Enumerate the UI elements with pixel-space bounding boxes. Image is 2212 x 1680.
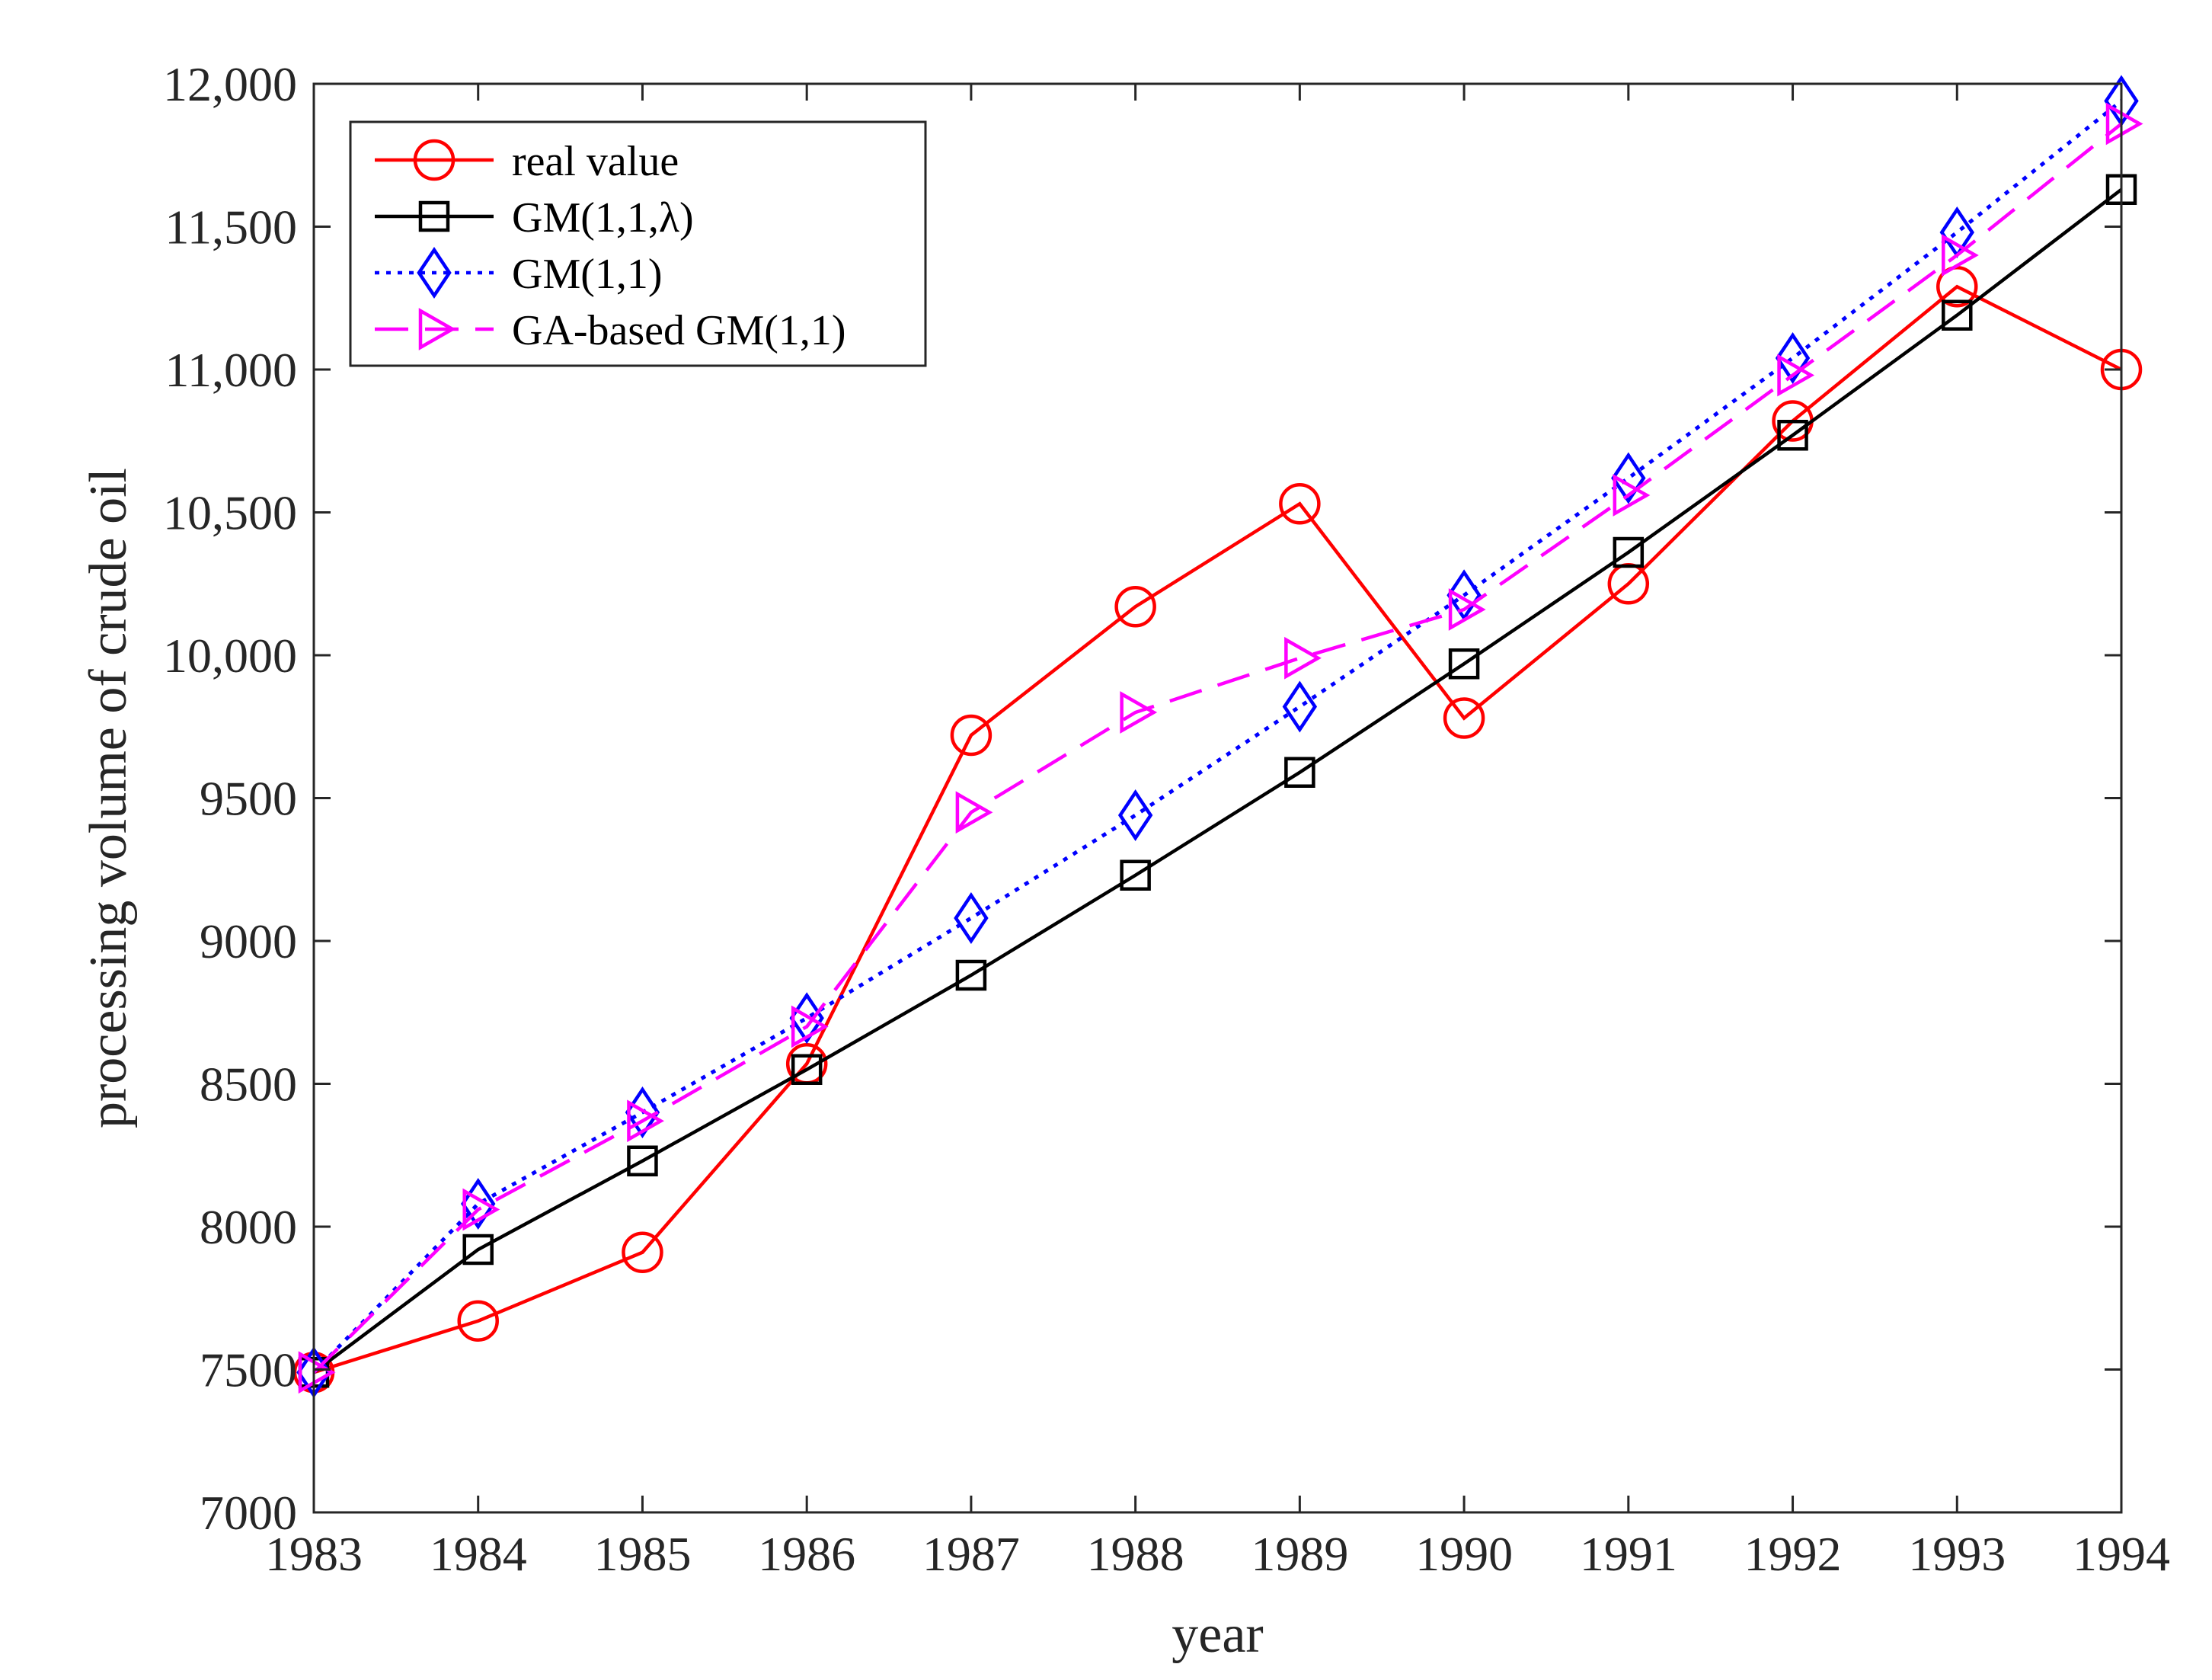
x-tick-label: 1988 [1087, 1527, 1184, 1581]
series-3-point-1994 [2105, 102, 2143, 146]
y-tick-label: 7000 [200, 1486, 297, 1540]
x-tick-label: 1985 [593, 1527, 691, 1581]
y-tick-label: 11,500 [165, 200, 297, 254]
series-2-point-1991 [1611, 452, 1646, 504]
series-3-point-1983 [298, 1351, 336, 1394]
series-2 [296, 75, 2139, 1399]
x-tick-label: 1983 [265, 1527, 363, 1581]
series-1-point-1992 [1777, 420, 1808, 451]
series-3-point-1986 [791, 1005, 829, 1048]
series-2-point-1992 [1775, 331, 1811, 385]
series-2-point-1989 [1282, 680, 1318, 733]
series-0-point-1990 [1443, 697, 1485, 739]
y-axis-title: processing volume of crude oil [79, 468, 138, 1128]
y-tick-label: 11,000 [165, 343, 297, 397]
series-line-0 [313, 284, 2123, 1374]
series-3-point-1990 [1448, 588, 1486, 631]
series-3-point-1984 [462, 1188, 500, 1231]
series-1 [298, 174, 2137, 1388]
legend-label-0: real value [512, 138, 679, 185]
x-tick-label: 1984 [430, 1527, 527, 1581]
series-layer [292, 75, 2143, 1399]
x-tick-label: 1993 [1908, 1527, 2006, 1581]
series-1-point-1987 [955, 959, 987, 991]
y-tick-label: 10,500 [163, 486, 297, 540]
series-0-point-1987 [950, 714, 993, 757]
series-0-point-1989 [1279, 483, 1321, 525]
y-tick-label: 9000 [200, 914, 297, 968]
series-3-point-1991 [1613, 474, 1651, 517]
legend-marker-0 [413, 139, 456, 181]
ticks-layer [312, 82, 2123, 1514]
legend-marker-1 [418, 200, 450, 232]
labels-layer: 1983 1984 1985 1986 1987 1988 1989 1990 1991 1992… [163, 57, 2170, 1581]
series-1-point-1993 [1942, 299, 1973, 331]
legend-label-3: GA-based GM(1,1) [512, 307, 846, 354]
y-tick-label: 10,000 [163, 629, 297, 683]
series-2-point-1988 [1117, 789, 1153, 842]
series-line-3 [312, 122, 2123, 1374]
series-3-point-1988 [1120, 691, 1158, 734]
x-axis-title: year [1172, 1605, 1263, 1664]
series-1-point-1985 [627, 1145, 658, 1176]
y-tick-label: 9500 [200, 772, 297, 826]
series-3-point-1993 [1942, 234, 1979, 277]
legend-label-1: GM(1,1,λ) [512, 194, 694, 242]
x-tick-label: 1992 [1744, 1527, 1842, 1581]
x-tick-label: 1989 [1251, 1527, 1348, 1581]
series-3-point-1992 [1777, 354, 1815, 397]
legend-marker-3 [418, 308, 456, 350]
legend-marker-2 [417, 246, 452, 299]
series-3-point-1989 [1284, 636, 1322, 680]
x-tick-label: 1990 [1415, 1527, 1513, 1581]
y-tick-label: 8500 [200, 1058, 297, 1112]
series-1-point-1990 [1448, 648, 1480, 680]
y-tick-label: 8000 [200, 1200, 297, 1254]
series-1-point-1989 [1284, 757, 1315, 788]
series-0-point-1984 [457, 1300, 499, 1342]
series-1-point-1991 [1613, 536, 1645, 568]
series-2-point-1987 [954, 891, 989, 945]
x-tick-label: 1994 [2073, 1527, 2170, 1581]
series-1-point-1986 [791, 1054, 823, 1085]
series-3-point-1987 [955, 791, 993, 834]
series-0-point-1985 [622, 1231, 663, 1273]
series-3-point-1985 [627, 1099, 664, 1143]
series-0-point-1988 [1114, 586, 1156, 628]
series-1-point-1988 [1120, 859, 1151, 891]
series-2-point-1984 [461, 1177, 496, 1230]
x-tick-label: 1987 [922, 1527, 1020, 1581]
series-3 [298, 102, 2143, 1394]
legend-label-2: GM(1,1) [512, 251, 663, 298]
series-1-point-1984 [462, 1234, 494, 1266]
x-tick-label: 1991 [1580, 1527, 1677, 1581]
y-tick-label: 12,000 [163, 57, 297, 111]
y-tick-label: 7500 [200, 1343, 297, 1397]
legend: real value GM(1,1,λ) GM(1,1) GA-based GM(1,… [349, 120, 927, 367]
series-line-1 [312, 187, 2123, 1374]
x-tick-label: 1986 [758, 1527, 855, 1581]
series-line-2 [312, 99, 2123, 1374]
